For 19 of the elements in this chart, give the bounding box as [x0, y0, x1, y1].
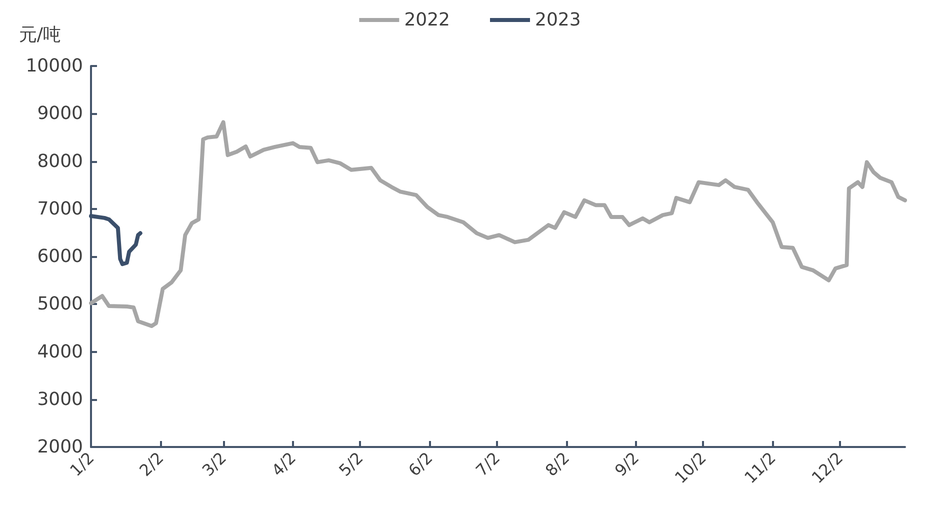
y-axis-title: 元/吨 [18, 24, 61, 46]
x-tick-label: 4/2 [268, 448, 300, 480]
legend-label: 2022 [404, 10, 450, 30]
x-tick-label: 2/2 [136, 448, 168, 480]
y-tick-label: 4000 [37, 341, 83, 362]
y-tick-label: 8000 [37, 150, 83, 172]
x-tick-label: 7/2 [472, 448, 504, 480]
x-tick-label: 6/2 [404, 448, 436, 480]
x-tick-label: 8/2 [541, 448, 574, 480]
y-tick-label: 3000 [37, 388, 83, 410]
y-tick-label: 9000 [37, 103, 83, 124]
x-tick-label: 3/2 [198, 448, 230, 480]
x-tick-label: 9/2 [610, 448, 643, 480]
y-tick-label: 10000 [26, 56, 83, 76]
y-tick-label: 6000 [37, 246, 83, 267]
x-tick-label: 5/2 [335, 448, 367, 480]
legend-label: 2023 [535, 10, 581, 30]
y-tick-label: 7000 [37, 198, 83, 220]
y-tick-label: 5000 [37, 294, 83, 315]
